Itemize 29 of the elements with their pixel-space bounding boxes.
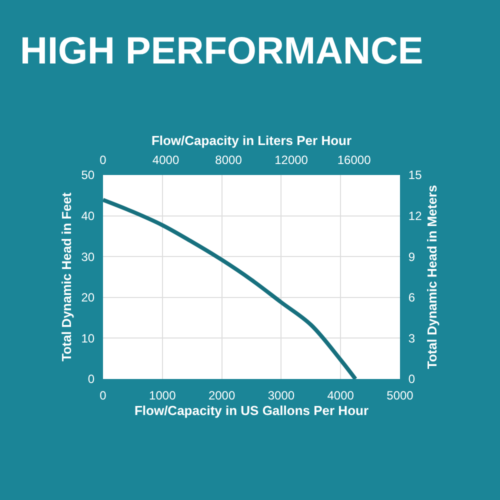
x-tick-label: 2000 (208, 388, 236, 402)
y-tick-label: 10 (81, 331, 95, 346)
x2-tick-label: 4000 (152, 153, 180, 168)
y2-tick-label: 0 (408, 372, 416, 386)
x-tick-label: 4000 (327, 388, 354, 402)
y-axis-title: Total Dynamic Head in Feet (59, 192, 74, 362)
y-tick-label: 40 (81, 209, 95, 223)
line-series (103, 198, 358, 379)
x2-tick-label: 16000 (337, 153, 372, 168)
y-tick-label: 20 (81, 290, 95, 305)
x-tick-label: 1000 (149, 388, 176, 402)
y-tick-label: 30 (81, 250, 95, 264)
x-tick-label: 0 (100, 388, 107, 402)
y-tick-label: 0 (88, 372, 95, 386)
x2-tick-label: 0 (100, 153, 107, 168)
chart-title: HIGH PERFORMANCE (20, 30, 424, 72)
y2-axis-title: Total Dynamic Head in Meters (424, 185, 440, 369)
y2-tick-label: 12 (408, 209, 422, 223)
x2-axis-title: Flow/Capacity in Liters Per Hour (151, 133, 352, 148)
y2-tick-label: 15 (408, 168, 422, 182)
x-tick-label: 3000 (268, 388, 295, 402)
x-tick-label: 5000 (386, 388, 414, 402)
x2-tick-label: 8000 (215, 153, 242, 168)
x-axis-title: Flow/Capacity in US Gallons Per Hour (134, 403, 369, 418)
y2-tick-label: 3 (408, 331, 416, 346)
y-tick-label: 50 (81, 168, 95, 182)
y2-tick-label: 9 (408, 250, 416, 264)
y2-tick-label: 6 (408, 290, 416, 305)
x2-tick-label: 12000 (274, 153, 308, 168)
